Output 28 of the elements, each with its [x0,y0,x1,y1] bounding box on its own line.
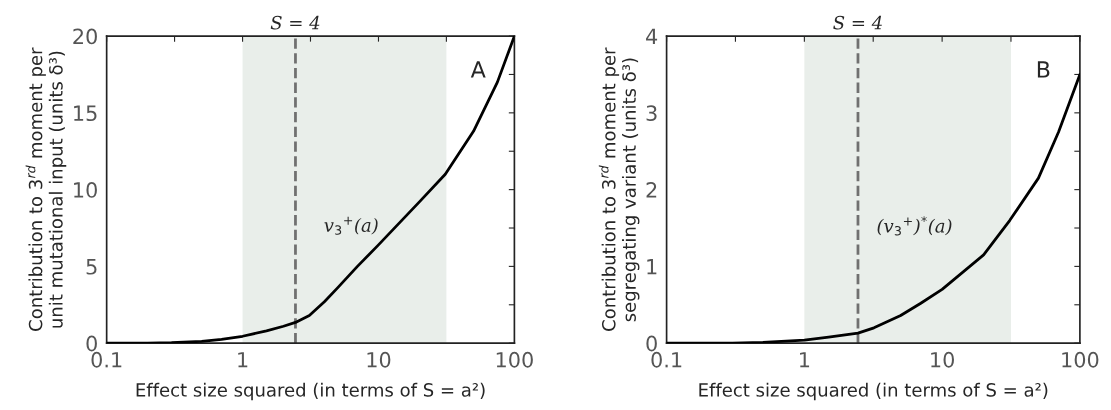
annotation: B [1037,61,1050,78]
y-tick-label: 0 [646,335,657,352]
y-tick-label: 4 [646,28,658,44]
y-tick-label: 2 [646,182,657,198]
x-tick-label: 1 [238,352,248,368]
x-tick-label: 0.1 [91,351,122,368]
text: S = 4 [833,15,882,30]
y-axis-title: Contribution to 3$^{rd}$ moment per segregating variant (units δ³) [598,47,640,331]
x-tick-label: 100 [1062,351,1099,368]
text: S = 4 [270,15,320,30]
annotation: A [470,61,486,78]
y-tick-label: 15 [74,105,97,122]
x-tick-label: 10 [931,351,954,368]
y-axis-title: Contribution to 3$^{rd}$ moment per unit mutational input (units δ³) [25,47,67,331]
y-tick-label: 3 [646,105,657,122]
x-tick-label: 0.1 [651,351,682,368]
annotation: (v$_{3}$$^{+}$)$^{*}$(a) [877,216,952,236]
y-tick-label: 10 [74,182,97,198]
x-axis-title: Effect size squared (in terms of S = a²) [699,382,1048,401]
annotation: v$_{3}$$^{+}$(a) [324,216,378,235]
y-tick-label: 20 [73,28,97,45]
y-tick-label: 5 [86,259,97,275]
y-tick-label: 0 [86,335,97,352]
y-tick-label: 1 [647,259,657,275]
x-tick-label: 100 [496,351,533,368]
x-tick-label: 10 [367,351,391,368]
x-tick-label: 1 [800,352,810,368]
x-axis-title: Effect size squared (in terms of S = a²) [136,382,485,401]
